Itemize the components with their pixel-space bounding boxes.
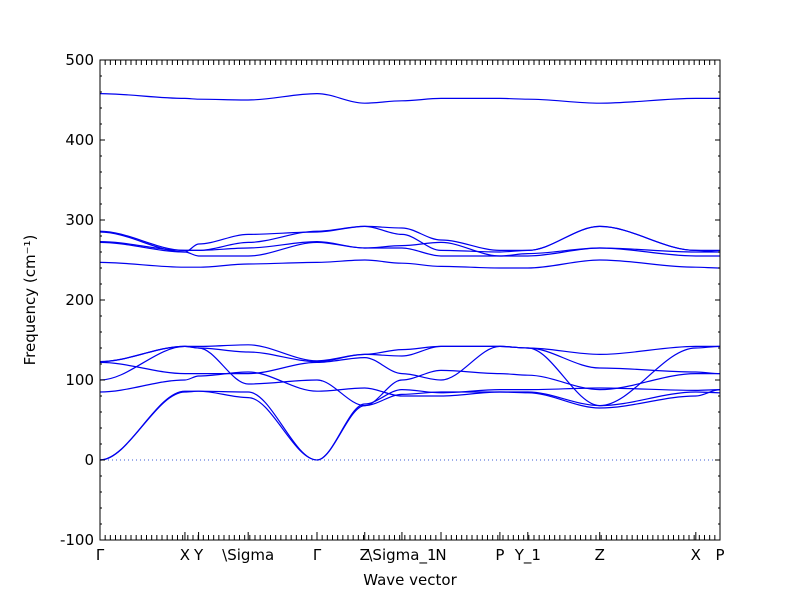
x-tick-label-10: Z (595, 546, 605, 564)
x-tick-label-8: P (495, 546, 504, 564)
y-tick-label: 300 (65, 211, 94, 229)
y-tick-labels: -100 0 100 200 300 400 500 (60, 51, 94, 549)
x-tick-label-2: Y (193, 546, 204, 564)
band-6 (99, 345, 721, 375)
x-tick-label-0: Γ (96, 546, 105, 564)
y-tick-label: 0 (84, 451, 94, 469)
x-tick-label-6: \Sigma_1 (367, 546, 436, 565)
x-axis-label: Wave vector (363, 571, 457, 589)
x-tick-label-4: Γ (313, 546, 322, 564)
band-11 (99, 225, 721, 253)
x-tick-label-7: N (435, 546, 446, 564)
x-tick-label-1: X (180, 546, 190, 564)
band-12 (99, 225, 720, 252)
y-tick-label: 500 (65, 51, 94, 69)
y-tick-label: -100 (60, 531, 94, 549)
x-tick-label-5: Z (360, 546, 370, 564)
band-lines (99, 92, 721, 461)
band-13 (99, 92, 720, 104)
band-1 (99, 390, 721, 461)
band-8 (99, 259, 721, 269)
band-3 (99, 371, 721, 409)
x-tick-label-3: \Sigma (222, 546, 274, 564)
x-tick-label-12: P (715, 546, 724, 564)
band-5 (99, 345, 721, 407)
band-2 (99, 387, 721, 461)
axis-ticks (99, 59, 721, 541)
x-tick-label-9: Y_1 (514, 546, 541, 565)
y-tick-label: 400 (65, 131, 94, 149)
y-axis-label: Frequency (cm⁻¹) (21, 235, 39, 366)
y-tick-label: 200 (65, 291, 94, 309)
band-7 (99, 344, 720, 363)
x-tick-label-11: X (691, 546, 701, 564)
y-tick-label: 100 (65, 371, 94, 389)
x-tick-labels: Γ X Y \Sigma Γ Z\Sigma_1N P Y_1 Z X P (96, 546, 725, 565)
plot-frame (99, 59, 721, 541)
